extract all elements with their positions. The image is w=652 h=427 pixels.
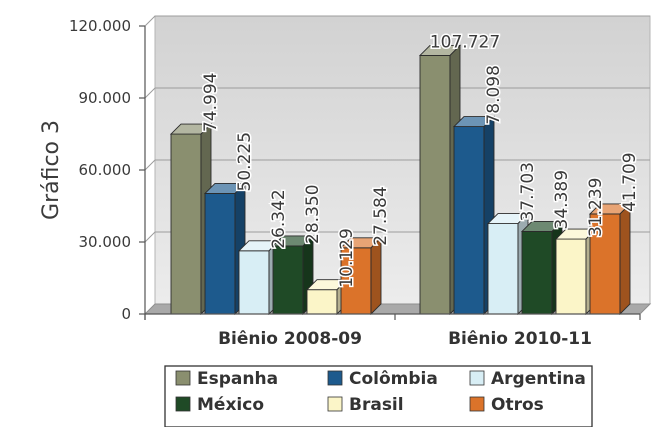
gridline <box>144 15 650 27</box>
legend-swatch <box>327 396 343 412</box>
bar-front <box>204 193 236 315</box>
data-label: 50.225 <box>235 132 255 191</box>
bar-front <box>170 133 202 315</box>
bar-front <box>453 126 485 315</box>
bar-méxico <box>271 234 315 316</box>
data-label: 26.342 <box>269 189 289 248</box>
legend-item-brasil: Brasil <box>327 395 404 415</box>
data-label: 37.703 <box>518 162 538 221</box>
data-label: 78.098 <box>484 65 504 124</box>
legend-swatch <box>469 396 485 412</box>
bar-front <box>555 238 587 315</box>
y-tick-label: 120.000 <box>69 17 131 35</box>
bar-colômbia <box>452 115 496 316</box>
bar-front <box>521 231 553 315</box>
data-label: 27.584 <box>371 186 391 245</box>
legend-swatch <box>469 370 485 386</box>
legend-swatch <box>327 370 343 386</box>
chart-side-title: Gráfico 3 <box>39 120 64 220</box>
legend-label: Otros <box>491 395 544 415</box>
bar-front <box>306 289 338 315</box>
legend-label: Colômbia <box>349 369 438 389</box>
bar-colômbia <box>203 182 247 316</box>
gridline <box>144 87 650 99</box>
y-tick-label: 0 <box>121 305 131 323</box>
x-tick-label: Biênio 2010-11 <box>448 329 592 349</box>
data-label: 31.239 <box>586 178 606 237</box>
bar-front <box>238 250 270 315</box>
data-label: 34.389 <box>552 170 572 229</box>
legend-label: Argentina <box>491 369 586 389</box>
bar-otros <box>339 236 383 316</box>
legend-item-espanha: Espanha <box>175 369 278 389</box>
bar-front <box>487 223 519 315</box>
bar-brasil <box>554 227 598 316</box>
y-axis: 0 30.000 60.000 90.000 120.000 <box>69 17 146 323</box>
data-label: 107.727 <box>430 32 500 52</box>
legend-item-colômbia: Colômbia <box>327 369 438 389</box>
x-tick-label: Biênio 2008-09 <box>218 329 362 349</box>
bar-side <box>370 236 382 316</box>
data-label: 28.350 <box>303 184 323 243</box>
y-tick-label: 60.000 <box>79 161 132 179</box>
legend-item-otros: Otros <box>469 395 544 415</box>
legend-label: Brasil <box>349 395 404 415</box>
bars-group <box>169 44 632 316</box>
legend-swatch <box>175 396 191 412</box>
x-axis: Biênio 2008-09 Biênio 2010-11 <box>144 313 641 349</box>
bar-front <box>272 245 304 315</box>
y-tick-label: 90.000 <box>79 89 132 107</box>
value-labels: 74.994 50.225 26.342 28.350 10.129 27.584 107.… <box>200 31 642 289</box>
bar-otros <box>588 202 632 316</box>
legend-item-méxico: México <box>175 395 264 415</box>
bar-front <box>419 55 451 315</box>
legend-item-argentina: Argentina <box>469 369 586 389</box>
data-label: 41.709 <box>620 152 640 211</box>
legend-label: México <box>197 395 264 415</box>
legend-label: Espanha <box>197 369 278 389</box>
legend-swatch <box>175 370 191 386</box>
y-tick-label: 30.000 <box>79 233 132 251</box>
data-label: 10.129 <box>337 228 357 287</box>
data-label: 74.994 <box>201 73 221 132</box>
legend: Espanha Colômbia Argentina México Brasil Otro… <box>164 365 593 427</box>
bar-side <box>619 202 631 316</box>
legend-box <box>164 365 593 427</box>
